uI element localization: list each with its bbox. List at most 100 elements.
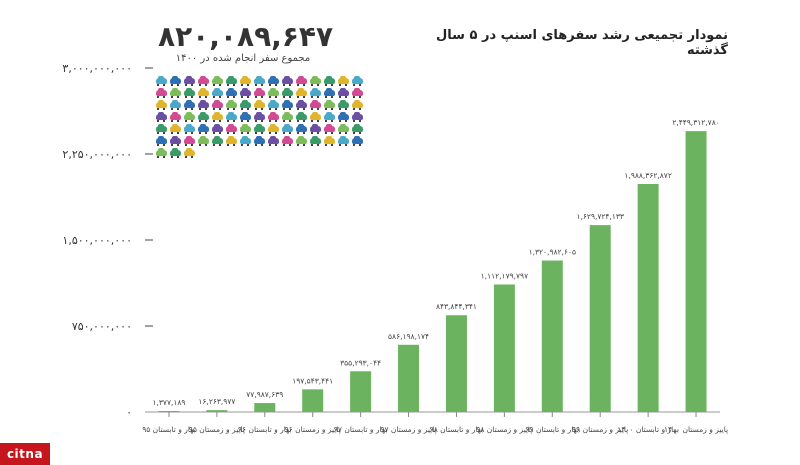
car-icon [240, 124, 251, 134]
car-icon [324, 136, 335, 146]
bar-value-label: ۱۶,۲۶۳,۹۷۷ [198, 397, 235, 406]
bar-value-label: ۱,۳۷۷,۱۸۹ [152, 398, 185, 407]
car-icon [240, 88, 251, 98]
car-icon [170, 136, 181, 146]
bar-value-label: ۱,۳۲۰,۹۸۲,۶۰۵ [529, 248, 576, 257]
car-icon [212, 88, 223, 98]
y-tick-label: ۳,۰۰۰,۰۰۰,۰۰۰ [62, 62, 132, 75]
car-icon [184, 112, 195, 122]
car-icon [338, 124, 349, 134]
car-icon [310, 76, 321, 86]
car-icon [212, 124, 223, 134]
car-icon [198, 136, 209, 146]
car-icon [184, 76, 195, 86]
car-icon [240, 136, 251, 146]
car-icon [156, 100, 167, 110]
y-tick-label: ۲,۲۵۰,۰۰۰,۰۰۰ [62, 148, 132, 161]
car-icon [296, 136, 307, 146]
car-icon [282, 124, 293, 134]
bar [254, 403, 276, 412]
car-icon [156, 88, 167, 98]
car-icon [282, 76, 293, 86]
car-icon [170, 112, 181, 122]
car-icon [170, 100, 181, 110]
bar [685, 131, 707, 413]
y-tick-label: ۱,۵۰۰,۰۰۰,۰۰۰ [62, 234, 132, 247]
car-icon [212, 76, 223, 86]
car-icon [198, 124, 209, 134]
car-icon [226, 76, 237, 86]
x-tick-label: پاییز و زمستان ۹۹ [572, 425, 628, 434]
car-icon [310, 112, 321, 122]
car-icon [254, 100, 265, 110]
car-icon [310, 136, 321, 146]
chart-title: نمودار تجمیعی رشد سفرهای اسنپ در ۵ سال گ… [436, 28, 728, 58]
car-icon [310, 124, 321, 134]
car-icon [296, 100, 307, 110]
car-icon [352, 124, 363, 134]
bar [637, 184, 659, 412]
car-icon-grid [156, 76, 365, 158]
car-icon [226, 124, 237, 134]
total-trips-caption: مجموع سفر انجام شده در ۱۴۰۰ [175, 53, 311, 64]
bar [206, 410, 228, 412]
x-tick-label: پاییز و زمستان ۹۸ [476, 425, 532, 434]
car-icon [324, 112, 335, 122]
car-icon [240, 100, 251, 110]
car-icon [156, 76, 167, 86]
car-icon [254, 124, 265, 134]
car-icon [170, 148, 181, 158]
car-icon [240, 112, 251, 122]
car-icon [184, 88, 195, 98]
x-tick-label: پاییز و زمستان ۹۷ [380, 425, 436, 434]
bar [158, 411, 180, 412]
car-icon [268, 76, 279, 86]
car-icon [240, 76, 251, 86]
car-icon [198, 100, 209, 110]
car-icon [338, 76, 349, 86]
car-icon [156, 124, 167, 134]
car-icon [198, 88, 209, 98]
bar-value-label: ۷۷,۹۸۷,۶۳۹ [246, 390, 283, 399]
bar [398, 344, 420, 412]
car-icon [296, 124, 307, 134]
bar-value-label: ۵۸۶,۱۹۸,۱۷۴ [388, 332, 429, 341]
car-icon [352, 112, 363, 122]
car-icon [296, 112, 307, 122]
car-icon [226, 136, 237, 146]
car-icon [170, 124, 181, 134]
y-tick-label: ۰ [126, 406, 132, 419]
bar [445, 315, 467, 412]
x-tick-label: بهار و تابستان ۹۵ [142, 425, 196, 434]
car-icon [282, 136, 293, 146]
car-icon [268, 100, 279, 110]
car-icon [170, 76, 181, 86]
car-icon [254, 136, 265, 146]
car-icon [352, 136, 363, 146]
x-tick-label: بهار و تابستان ۹۷ [334, 425, 388, 434]
bar [589, 225, 611, 412]
y-tick-label: ۷۵۰,۰۰۰,۰۰۰ [72, 320, 132, 333]
car-icon [212, 112, 223, 122]
car-icon [282, 112, 293, 122]
car-icon [324, 88, 335, 98]
x-tick-label: بهار و تابستان ۹۹ [526, 425, 580, 434]
x-tick-label: پاییز و زمستان ۹۵ [189, 425, 245, 434]
car-icon [156, 136, 167, 146]
car-icon [156, 148, 167, 158]
car-icon [282, 100, 293, 110]
car-icon [338, 88, 349, 98]
car-icon [184, 124, 195, 134]
bar-value-label: ۱,۱۱۲,۱۷۹,۷۹۷ [481, 271, 528, 280]
bar-value-label: ۳۵۵,۲۹۳,۰۴۴ [340, 358, 381, 367]
bar [493, 284, 515, 412]
car-icon [254, 76, 265, 86]
car-icon [212, 100, 223, 110]
bar-value-label: ۱۹۷,۵۴۳,۴۴۱ [292, 376, 333, 385]
car-icon [254, 88, 265, 98]
car-icon [226, 112, 237, 122]
car-icon [212, 136, 223, 146]
car-icon [226, 100, 237, 110]
car-icon [324, 100, 335, 110]
